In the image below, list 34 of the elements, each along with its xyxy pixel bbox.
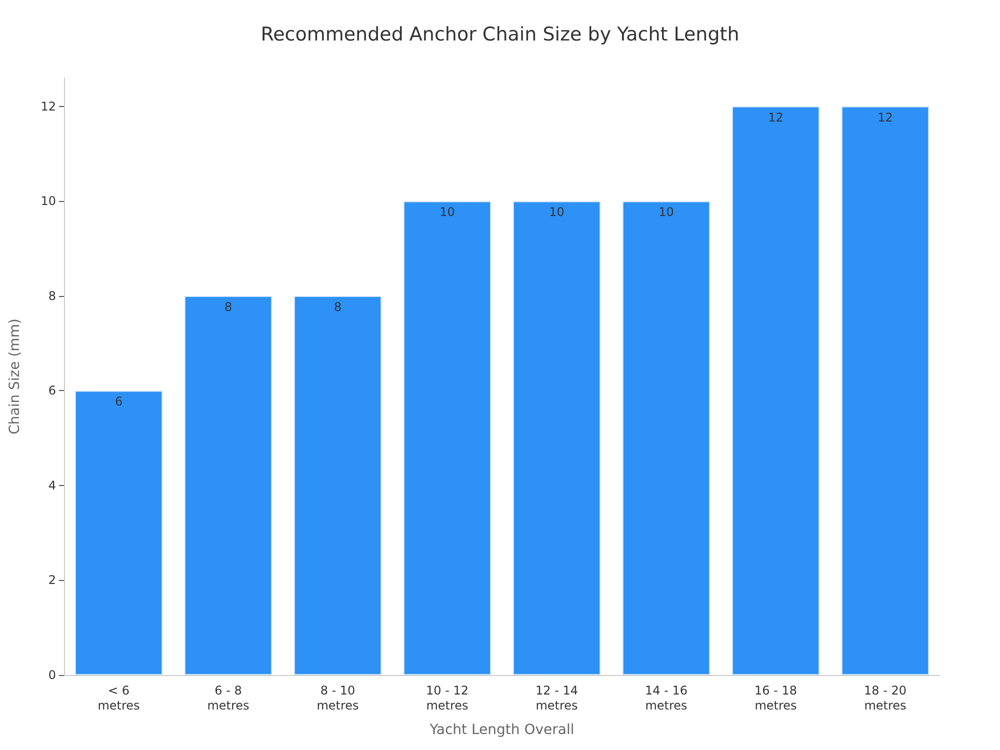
x-tick-label: 8 - 10 metres xyxy=(316,684,359,712)
bar xyxy=(74,390,163,675)
x-tick-label: 12 - 14 metres xyxy=(536,684,578,712)
x-tick-label: 14 - 16 metres xyxy=(645,684,688,712)
data-label: 6 xyxy=(114,394,123,409)
bar xyxy=(294,296,382,675)
bar xyxy=(841,106,930,675)
data-label: 10 xyxy=(549,205,564,220)
bar xyxy=(622,201,710,675)
bar xyxy=(732,106,820,675)
x-tick-label: 16 - 18 metres xyxy=(754,684,797,712)
y-axis-title: Chain Size (mm) xyxy=(7,318,23,434)
y-tick-label: 10 xyxy=(40,194,56,208)
y-tick-label: 2 xyxy=(48,573,56,588)
data-label: 12 xyxy=(878,110,893,124)
y-tick-label: 8 xyxy=(48,288,56,303)
y-tick-label: 6 xyxy=(48,384,56,398)
x-tick-label: < 6 metres xyxy=(98,684,140,712)
bar xyxy=(403,201,492,675)
bar xyxy=(184,296,272,675)
y-tick-label: 12 xyxy=(40,99,56,114)
chart-title: Recommended Anchor Chain Size by Yacht Length xyxy=(260,24,740,46)
data-label: 8 xyxy=(224,300,232,314)
data-label: 12 xyxy=(768,110,784,124)
data-label: 10 xyxy=(658,205,674,220)
x-axis-title: Yacht Length Overall xyxy=(428,722,574,738)
x-tick-label: 10 - 12 metres xyxy=(426,684,468,712)
y-tick-label: 4 xyxy=(48,478,56,492)
x-tick-label: 18 - 20 metres xyxy=(864,684,906,712)
bar xyxy=(512,201,601,675)
data-label: 10 xyxy=(440,205,455,220)
y-tick-label: 0 xyxy=(48,668,56,682)
x-tick-label: 6 - 8 metres xyxy=(207,684,250,712)
data-label: 8 xyxy=(334,300,342,314)
